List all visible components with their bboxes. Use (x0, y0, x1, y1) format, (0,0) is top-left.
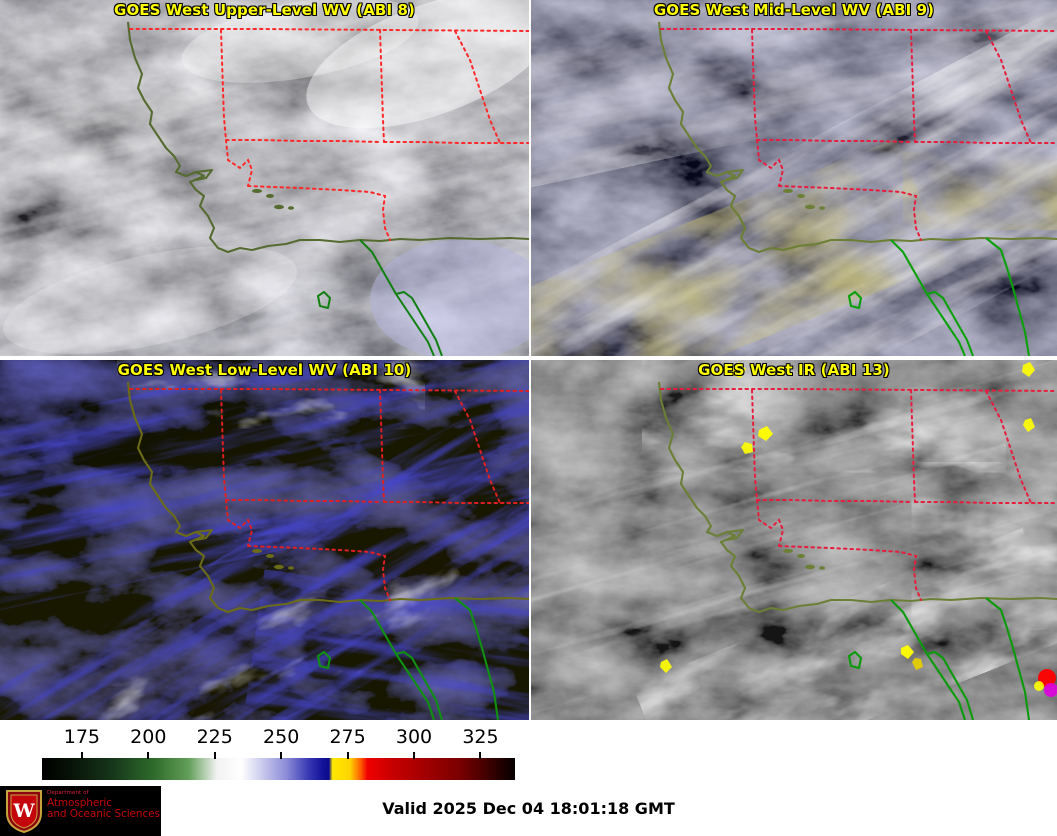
wv-colorbar-bar (42, 758, 392, 780)
island-marks (252, 549, 294, 570)
colorbar-tick-275: 275 (329, 726, 366, 748)
coastline-path (657, 381, 1057, 614)
coastline-path (657, 21, 1057, 254)
logo-department-label: Department of (47, 790, 89, 796)
panel-mid-level-wv[interactable]: GOES West Mid-Level WV (ABI 9) (531, 0, 1057, 356)
island-marks (783, 549, 825, 570)
state-border-path (660, 28, 1057, 241)
colorbar-tick-300: 300 (395, 726, 433, 748)
uw-crest-icon: W (6, 790, 42, 833)
footer: W Department of Atmospheric and Oceanic … (0, 786, 1057, 836)
colorbar-tickmark-300 (413, 752, 416, 759)
wv-colorbar-bar-tail (392, 758, 515, 780)
wv-colorbar-tick-labels: 175 200 225 250 275 300 325 (0, 726, 529, 752)
logo-line-oceanic: and Oceanic Sciences (47, 807, 160, 820)
ir-colorbar-tickmarks (529, 752, 1057, 760)
mid-level-wv-image (531, 0, 1057, 356)
colorbar-tick-325: 325 (462, 726, 499, 748)
colorbar-tickmark-200 (147, 752, 150, 759)
panel-ir[interactable]: GOES West IR (ABI 13) (531, 360, 1057, 720)
country-border-path (316, 597, 500, 720)
colorbar-tick-225: 225 (196, 726, 233, 748)
colorbar-tickmark-275 (346, 752, 349, 759)
island-marks (783, 189, 825, 210)
upper-level-wv-image (0, 0, 529, 356)
low-level-wv-image (0, 360, 529, 720)
ir-image (531, 360, 1057, 720)
wv-colorbar-group: 175 200 225 250 275 300 325 (0, 726, 529, 784)
uw-aos-logo-text: Department of Atmospheric and Oceanic Sc… (47, 790, 160, 820)
panel-low-level-wv[interactable]: GOES West Low-Level WV (ABI 10) (0, 360, 529, 720)
state-border-path (129, 388, 529, 601)
state-border-path (660, 388, 1057, 601)
panel-upper-level-wv[interactable]: GOES West Upper-Level WV (ABI 8) (0, 0, 529, 356)
colorbar-tickmark-225 (213, 752, 216, 759)
colorbar-tick-200: 200 (130, 726, 167, 748)
cold-cloud-top-marks (660, 362, 1057, 697)
colorbar-tickmark-175 (80, 752, 83, 759)
coastline-path (126, 21, 529, 254)
colorbar-tick-250: 250 (263, 726, 300, 748)
coastline-path (126, 381, 529, 614)
wv-colorbar-tickmarks (0, 752, 529, 760)
valid-time-label: Valid 2025 Dec 04 18:01:18 GMT (382, 799, 675, 818)
svg-text:W: W (12, 800, 35, 822)
state-border-path (129, 28, 529, 241)
country-border-path (317, 239, 443, 356)
logo-line-atmospheric: Atmospheric (47, 796, 112, 809)
country-border-path (847, 597, 1031, 720)
satellite-panel-grid: GOES West Upper-Level WV (ABI 8) (0, 0, 1057, 722)
colorbar-tickmark-250 (280, 752, 283, 759)
colorbar-tick-175: 175 (63, 726, 100, 748)
country-border-path (847, 237, 1031, 356)
uw-aos-logo[interactable]: W Department of Atmospheric and Oceanic … (0, 786, 161, 836)
colorbar-tickmark-325 (479, 752, 482, 759)
island-marks (252, 189, 294, 210)
